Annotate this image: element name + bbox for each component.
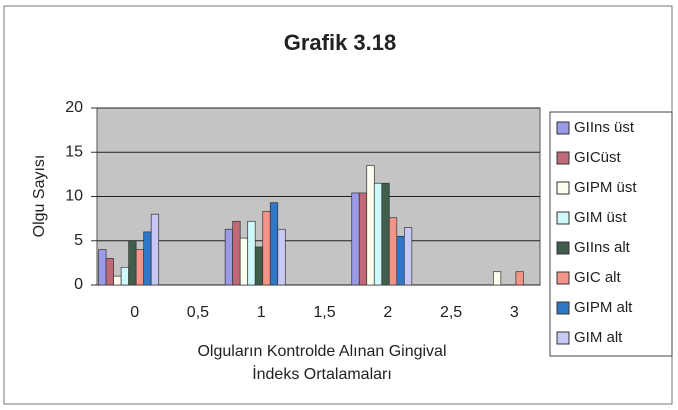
- y-tick-label: 20: [65, 99, 83, 116]
- bar: [247, 220, 256, 286]
- bar: [277, 228, 286, 286]
- legend-swatch: [556, 211, 570, 225]
- bar: [515, 271, 524, 286]
- bar: [254, 246, 264, 286]
- legend-swatch: [556, 241, 570, 255]
- bar: [105, 258, 114, 286]
- y-tick-label: 15: [65, 143, 83, 160]
- legend-swatch: [556, 181, 570, 195]
- y-tick-label: 0: [74, 276, 83, 293]
- bar: [381, 182, 390, 286]
- x-axis-label: Olguların Kontrolde Alınan Gingival: [197, 343, 446, 360]
- x-tick-label: 1: [257, 304, 266, 321]
- bar: [373, 182, 383, 286]
- legend-label: GIPM üst: [574, 179, 637, 196]
- bar: [113, 275, 122, 286]
- x-axis-label: İndeks Ortalamaları: [252, 364, 392, 383]
- bar: [269, 202, 279, 286]
- legend-label: GIIns üst: [574, 119, 635, 136]
- legend-box: [549, 111, 673, 357]
- bar: [351, 192, 360, 286]
- legend-label: GIPM alt: [574, 299, 633, 316]
- x-tick-label: 1,5: [313, 304, 335, 321]
- bar: [224, 228, 234, 286]
- bar: [135, 249, 145, 286]
- chart-title: Grafik 3.18: [284, 30, 397, 55]
- x-tick-label: 0: [130, 304, 139, 321]
- legend-swatch: [556, 271, 570, 285]
- y-axis-label: Olgu Sayısı: [31, 155, 48, 238]
- bar: [403, 227, 413, 286]
- y-tick-label: 5: [74, 232, 83, 249]
- bar: [366, 165, 375, 286]
- legend-swatch: [556, 331, 570, 345]
- bar: [388, 217, 398, 286]
- bar: [492, 271, 502, 286]
- bar: [396, 235, 405, 286]
- bar: [239, 237, 249, 286]
- legend-swatch: [556, 151, 570, 165]
- bar: [120, 266, 129, 286]
- bar: [128, 240, 137, 286]
- legend-label: GIM alt: [574, 329, 623, 346]
- bar: [150, 213, 160, 286]
- bar: [358, 192, 368, 286]
- legend-label: GICüst: [574, 149, 622, 166]
- x-tick-label: 2: [383, 304, 392, 321]
- x-tick-label: 2,5: [440, 304, 462, 321]
- legend-swatch: [556, 121, 570, 135]
- x-tick-label: 3: [510, 304, 519, 321]
- legend-swatch: [556, 301, 570, 315]
- legend-label: GIM üst: [574, 209, 627, 226]
- bar: [143, 231, 152, 286]
- bar: [98, 249, 107, 286]
- bar: [262, 211, 271, 286]
- legend-label: GIC alt: [574, 269, 622, 286]
- x-tick-label: 0,5: [187, 304, 209, 321]
- y-tick-label: 10: [65, 188, 83, 205]
- bar: [232, 220, 241, 286]
- legend-label: GIIns alt: [574, 239, 631, 256]
